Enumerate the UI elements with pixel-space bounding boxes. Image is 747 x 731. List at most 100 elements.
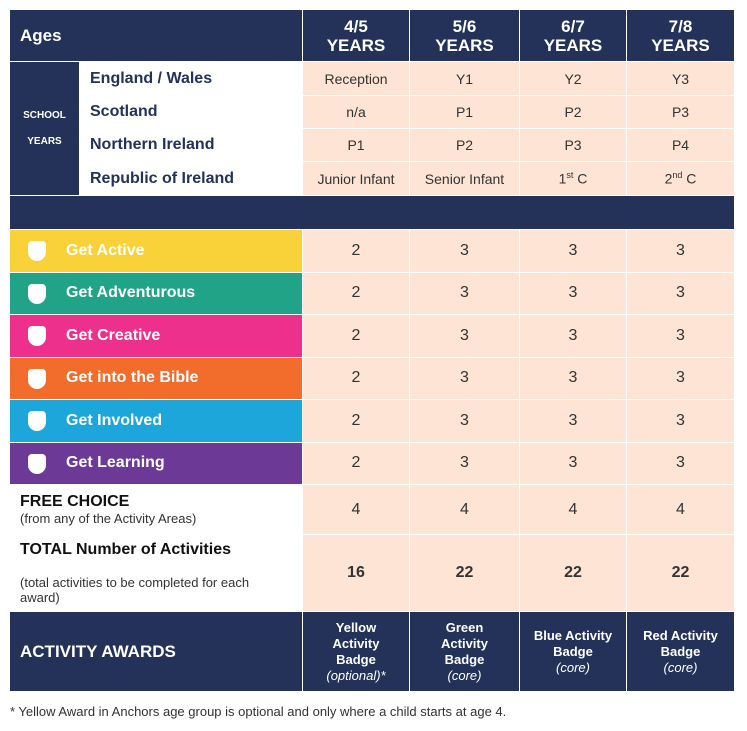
activity-name-text: Get Creative: [66, 326, 161, 344]
age-line: YEARS: [326, 35, 386, 55]
activity-count-text: 2: [351, 284, 361, 302]
activity-count: 3: [520, 315, 626, 357]
school-year-text: Reception: [324, 70, 388, 87]
school-name: Northern Ireland: [80, 129, 302, 161]
free_choice-value-text: 4: [460, 500, 469, 518]
award-name: Blue Activity Badge: [533, 627, 613, 659]
free_choice-value-text: 4: [676, 500, 685, 518]
award-note: (core): [663, 659, 698, 675]
school-year: n/a: [303, 96, 409, 128]
school-year-text: 2nd C: [665, 170, 697, 187]
activity-count-text: 3: [676, 326, 685, 344]
school-year: P1: [303, 129, 409, 161]
free_choice-value: 4: [520, 485, 626, 534]
school-year-text: n/a: [346, 104, 366, 120]
age-column: 7/8 YEARS: [627, 10, 734, 61]
school-year: 2nd C: [627, 162, 734, 195]
total-value-text: 22: [671, 564, 690, 581]
activity-count-text: 3: [676, 241, 685, 259]
awards-title: ACTIVITY AWARDS: [20, 641, 176, 661]
age-line: 7/8: [668, 16, 693, 36]
school-year-text: 1st C: [559, 170, 588, 187]
activity-count-text: 3: [676, 284, 685, 302]
school-year-num: 1: [558, 170, 567, 187]
school-year: Y3: [627, 62, 734, 95]
activity-count-text: 3: [460, 411, 469, 429]
activity-count: 3: [520, 442, 626, 484]
total-value: 16: [303, 535, 409, 611]
school-year: P3: [520, 129, 626, 161]
free_choice-value-text: 4: [568, 500, 578, 518]
activity-count-text: 3: [460, 284, 469, 302]
school-year: Junior Infant: [303, 162, 409, 195]
school-year-text: P2: [455, 137, 474, 153]
school-year-text: Y2: [564, 70, 582, 87]
activity-count-text: 3: [460, 369, 469, 387]
school-name-text: Republic of Ireland: [90, 169, 235, 187]
activity-name-text: Get Adventurous: [66, 284, 196, 302]
award-note: (core): [556, 659, 590, 675]
age-line: 6/7: [561, 16, 585, 36]
school-year: Y2: [520, 62, 626, 95]
school-name: Scotland: [80, 96, 302, 128]
free_choice-value-text: 4: [351, 500, 361, 518]
free_choice-value: 4: [410, 485, 519, 534]
activity-count-text: 2: [351, 454, 361, 472]
activity-count-text: 3: [568, 326, 578, 344]
activity-name-text: Get Active: [66, 241, 145, 259]
activity-name: Get Adventurous: [10, 272, 302, 314]
school-year-suffix: C: [682, 170, 697, 187]
award-name: Red Activity Badge: [643, 627, 718, 659]
school-name: England / Wales: [80, 62, 302, 95]
school-year-text: Junior Infant: [317, 170, 395, 187]
school-year-text: P3: [671, 104, 690, 120]
award: Red Activity Badge (core): [627, 612, 734, 691]
free_choice-title: FREE CHOICE: [20, 493, 130, 510]
activity-count: 3: [627, 272, 734, 314]
activity-name: Get Involved: [10, 400, 302, 442]
school-year-suffix: C: [573, 170, 588, 187]
divider-row: [10, 196, 734, 229]
award-note: (core): [447, 667, 482, 683]
school-year-text: P4: [671, 137, 690, 153]
activity-count: 3: [627, 357, 734, 399]
school-year-num: 2: [664, 170, 673, 187]
age-column: 4/5 YEARS: [303, 10, 409, 61]
school-year: 1st C: [520, 162, 626, 195]
activity-name: Get into the Bible: [10, 357, 302, 399]
activity-count: 3: [520, 400, 626, 442]
activity-count-text: 2: [351, 411, 361, 429]
activity-count-text: 3: [568, 369, 578, 387]
age-line: 5/6: [452, 16, 477, 36]
activity-count-text: 3: [568, 284, 578, 302]
school-name-text: Scotland: [90, 103, 158, 120]
activity-count: 3: [410, 357, 519, 399]
activity-count: 2: [303, 272, 409, 314]
total-title: TOTAL Number of Activities: [20, 541, 231, 558]
school-year-sup: nd: [672, 170, 683, 181]
activity-count-text: 2: [351, 241, 361, 259]
activity-count-text: 3: [568, 241, 578, 259]
activity-count-text: 3: [676, 454, 685, 472]
activity-icon: [28, 241, 46, 261]
school-year: P2: [410, 129, 519, 161]
activity-count-text: 2: [351, 326, 361, 344]
age-line: 4/5: [344, 16, 368, 36]
school-label-line: YEARS: [27, 135, 62, 147]
school-year: P4: [627, 129, 734, 161]
school-year: Y1: [410, 62, 519, 95]
school-year: P2: [520, 96, 626, 128]
activity-count-text: 3: [460, 241, 469, 259]
total-value: 22: [410, 535, 519, 611]
activity-icon: [28, 411, 46, 431]
award-note: (optional)*: [326, 667, 386, 683]
total-subtitle: (total activities to be completed for ea…: [20, 575, 250, 605]
total-value-text: 16: [347, 564, 365, 581]
school-years-label: SCHOOL YEARS: [10, 62, 79, 195]
activity-count: 3: [520, 230, 626, 272]
award: Blue Activity Badge (core): [520, 612, 626, 691]
activity-count-text: 3: [460, 454, 469, 472]
award-name: Yellow Activity Badge: [332, 619, 380, 667]
activity-icon: [28, 368, 46, 389]
